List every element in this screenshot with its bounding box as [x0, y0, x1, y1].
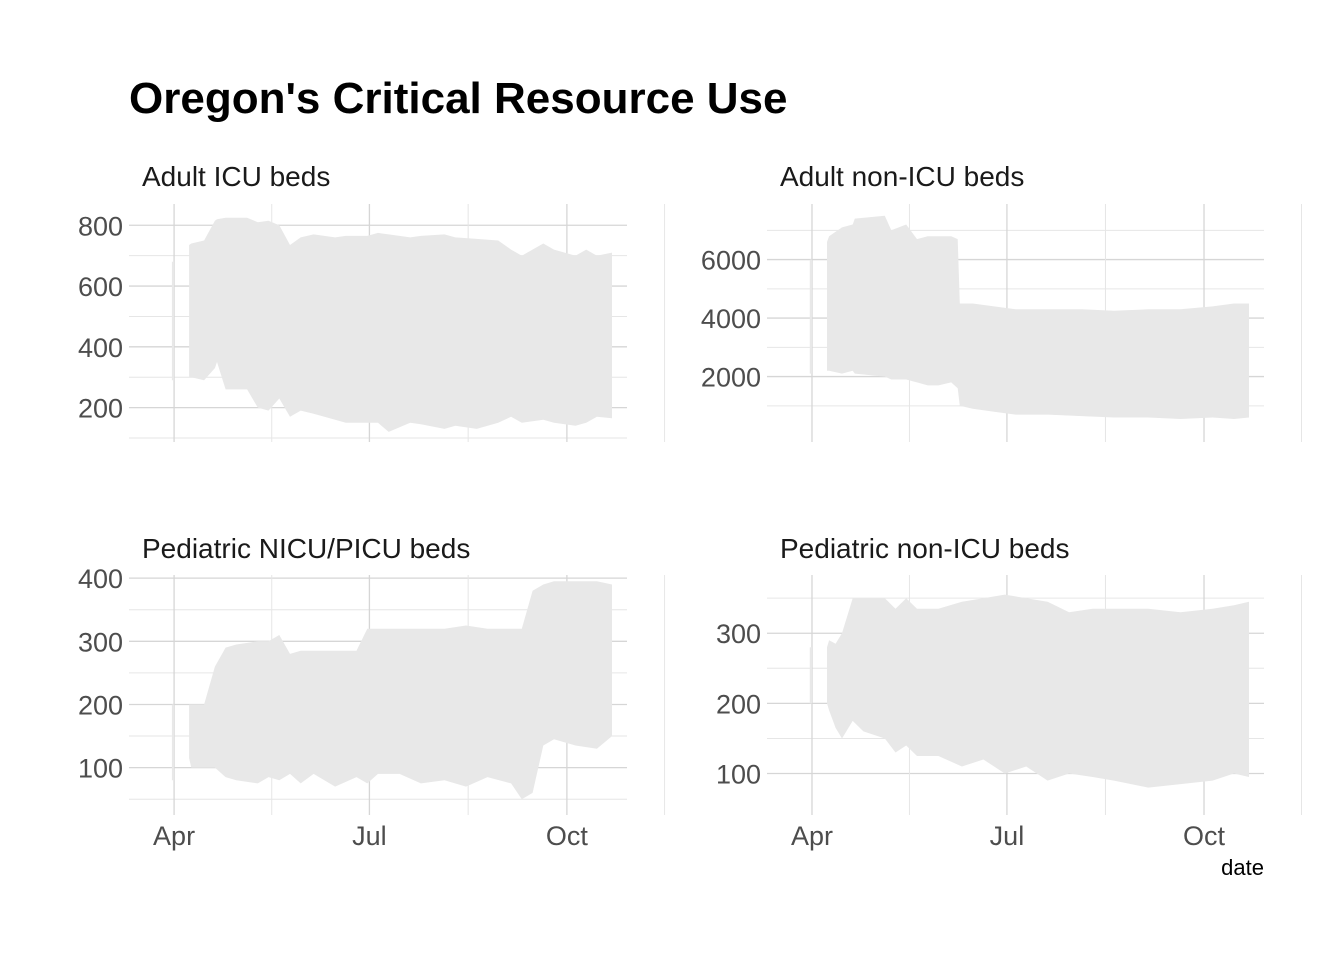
- y-tick-label: 400: [78, 564, 123, 594]
- y-tick-label: 2000: [701, 363, 761, 393]
- facet-adult-icu-beds: Adult ICU beds 200 400 600 800: [78, 161, 666, 442]
- x-tick-label: Apr: [153, 821, 195, 851]
- y-tick-label: 200: [716, 689, 761, 719]
- facet-label: Adult non-ICU beds: [780, 161, 1024, 192]
- y-tick-label: 4000: [701, 304, 761, 334]
- ribbon-area: [171, 704, 175, 781]
- y-tick-label: 200: [78, 690, 123, 720]
- x-tick-label: Jul: [990, 821, 1025, 851]
- ribbon-area: [189, 217, 612, 432]
- x-tick-label: Oct: [1183, 821, 1226, 851]
- y-tick-label: 6000: [701, 246, 761, 276]
- y-tick-label: 600: [78, 272, 123, 302]
- y-tick-label: 800: [78, 211, 123, 241]
- x-tick-label: Oct: [546, 821, 589, 851]
- ribbon-area: [809, 259, 812, 374]
- ribbon-area: [827, 594, 1249, 788]
- facet-panels: Adult ICU beds 200 400 600 800 Adult non-ICU …: [78, 161, 1302, 851]
- ribbon-area: [189, 581, 612, 800]
- y-tick-label: 400: [78, 333, 123, 363]
- facet-label: Adult ICU beds: [142, 161, 330, 192]
- y-tick-label: 300: [716, 619, 761, 649]
- ribbon-area: [171, 261, 175, 381]
- facet-pediatric-non-icu-beds: Pediatric non-ICU beds 100 200 300 Apr Jul Oct: [716, 533, 1302, 851]
- x-axis-title: date: [1221, 855, 1264, 880]
- facet-label: Pediatric NICU/PICU beds: [142, 533, 470, 564]
- facet-adult-non-icu-beds: Adult non-ICU beds 2000 4000 6000: [701, 161, 1302, 442]
- facet-pediatric-nicu-picu-beds: Pediatric NICU/PICU beds 100 200 300 400 Apr J…: [78, 533, 666, 851]
- x-tick-label: Apr: [791, 821, 833, 851]
- chart-title: Oregon's Critical Resource Use: [129, 74, 787, 123]
- y-tick-label: 100: [716, 760, 761, 790]
- y-tick-label: 200: [78, 394, 123, 424]
- ribbon-area: [809, 647, 812, 704]
- y-tick-label: 300: [78, 627, 123, 657]
- y-tick-label: 100: [78, 754, 123, 784]
- x-tick-label: Jul: [352, 821, 387, 851]
- ribbon-area: [827, 215, 1249, 419]
- facet-label: Pediatric non-ICU beds: [780, 533, 1069, 564]
